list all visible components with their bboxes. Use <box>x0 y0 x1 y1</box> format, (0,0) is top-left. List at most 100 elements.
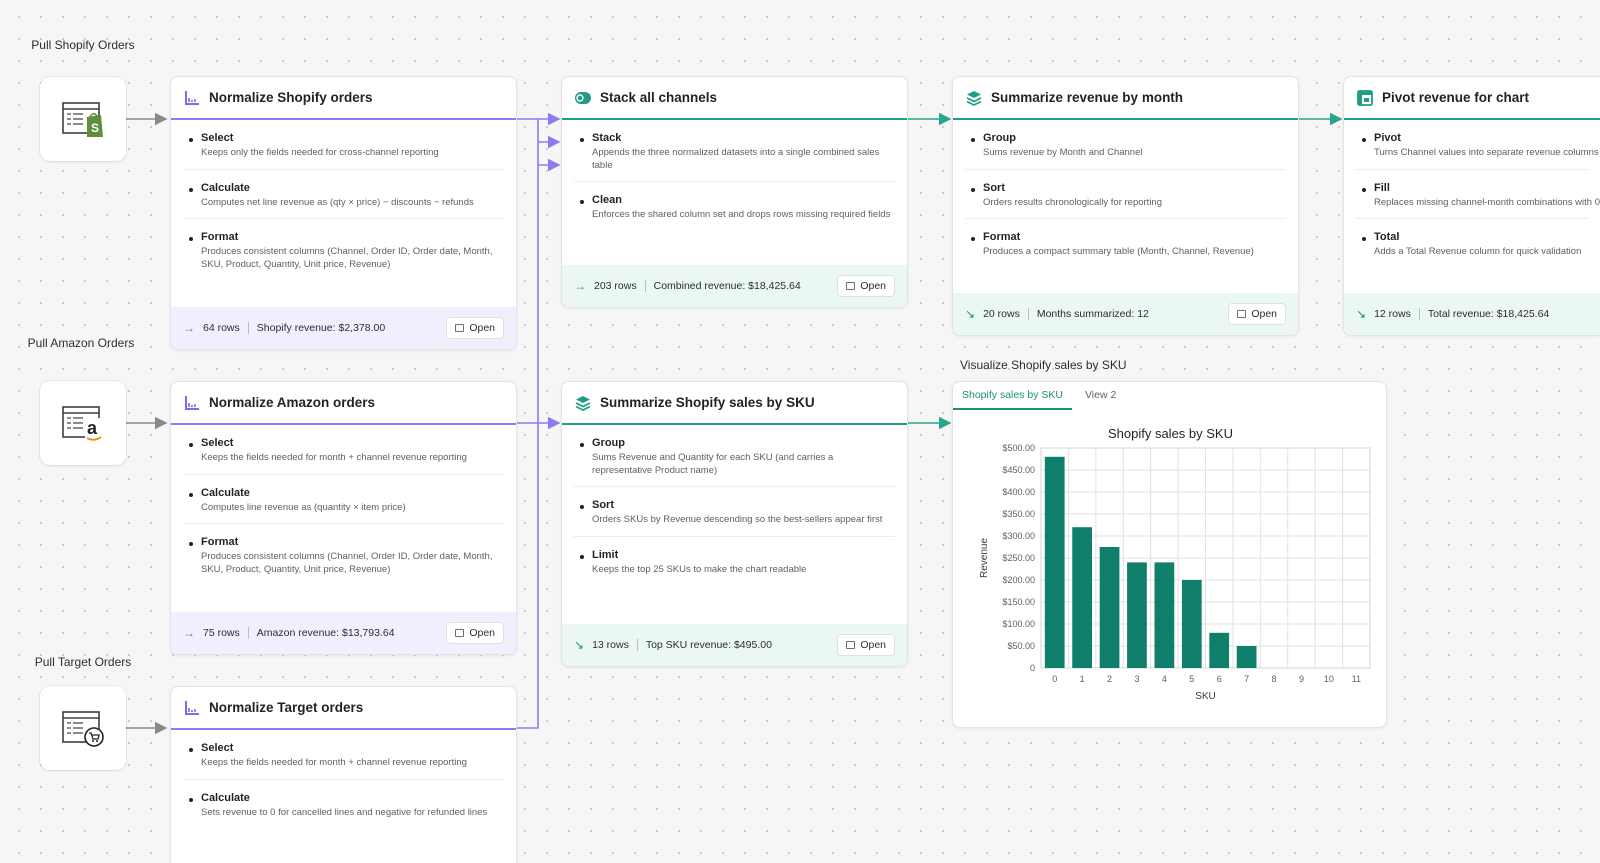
bar-sku-5 <box>1181 580 1202 668</box>
step-fill: Fill Replaces missing channel-month combi… <box>1356 170 1600 219</box>
window-icon <box>1237 310 1247 318</box>
x-tick-label: 11 <box>1352 674 1361 684</box>
open-button[interactable]: Open <box>1228 303 1286 325</box>
card-title: Summarize Shopify sales by SKU <box>600 395 815 410</box>
open-label: Open <box>469 627 495 639</box>
step-select: Select Keeps the fields needed for month … <box>183 730 504 780</box>
open-button[interactable]: Open <box>446 317 504 339</box>
x-tick-label: 5 <box>1189 674 1194 684</box>
card-header: Summarize revenue by month <box>953 77 1298 120</box>
card-footer: → 203 rows Combined revenue: $18,425.64 … <box>562 265 907 307</box>
bar-sku-3 <box>1127 562 1147 668</box>
stack-pill-icon <box>574 89 592 107</box>
step-sort: Sort Orders results chronologically for r… <box>965 170 1286 219</box>
source-label-amazon: Pull Amazon Orders <box>27 336 135 350</box>
row-count: 203 rows <box>594 280 637 292</box>
window-icon <box>455 324 465 332</box>
source-node-shopify[interactable]: S <box>40 77 126 161</box>
x-tick-label: 2 <box>1107 674 1112 684</box>
row-count: 13 rows <box>592 639 629 651</box>
card-normalize-target[interactable]: Normalize Target orders Select Keeps the … <box>170 686 517 863</box>
y-tick-label: $500.00 <box>1002 443 1035 453</box>
y-tick-label: $150.00 <box>1002 597 1035 607</box>
svg-text:S: S <box>91 121 99 135</box>
open-button[interactable]: Open <box>837 634 895 656</box>
footer-stat: Combined revenue: $18,425.64 <box>653 280 801 292</box>
tab-shopify-sales-by-sku[interactable]: Shopify sales by SKU <box>953 382 1072 410</box>
divider <box>247 627 249 639</box>
y-tick-label: 0 <box>1030 663 1035 673</box>
x-tick-label: 4 <box>1162 674 1167 684</box>
card-stack-all-channels[interactable]: Stack all channels Stack Appends the thre… <box>561 76 908 308</box>
source-node-target[interactable] <box>40 686 126 770</box>
layers-icon <box>574 394 592 412</box>
divider <box>644 280 646 292</box>
x-tick-label: 1 <box>1080 674 1085 684</box>
step-sort: Sort Orders SKUs by Revenue descending so… <box>574 487 895 537</box>
step-pivot: Pivot Turns Channel values into separate … <box>1356 120 1599 170</box>
x-tick-label: 0 <box>1052 674 1057 684</box>
open-button[interactable]: Open <box>837 275 895 297</box>
y-tick-label: $400.00 <box>1002 487 1035 497</box>
ruler-icon <box>183 394 201 412</box>
x-tick-label: 8 <box>1272 674 1277 684</box>
card-title: Summarize revenue by month <box>991 90 1184 105</box>
step-total: Total Adds a Total Revenue column for qui… <box>1356 219 1588 268</box>
step-group: Group Sums revenue by Month and Channel <box>965 120 1286 170</box>
card-normalize-shopify[interactable]: Normalize Shopify orders Select Keeps onl… <box>170 76 517 350</box>
card-summarize-by-sku[interactable]: Summarize Shopify sales by SKU Group Sums… <box>561 381 908 667</box>
viz-tabs: Shopify sales by SKU View 2 <box>953 382 1386 410</box>
svg-text:a: a <box>87 418 98 438</box>
tab-view-2[interactable]: View 2 <box>1084 389 1117 401</box>
divider <box>636 639 638 651</box>
open-label: Open <box>860 639 886 651</box>
card-pivot-revenue[interactable]: Pivot revenue for chart Pivot Turns Chann… <box>1343 76 1600 336</box>
card-header: Normalize Shopify orders <box>171 77 516 120</box>
footer-stat: Shopify revenue: $2,378.00 <box>256 322 386 334</box>
arrow-down-right-icon: ↘ <box>965 307 976 321</box>
step-calculate: Calculate Sets revenue to 0 for cancelled… <box>183 780 504 829</box>
bar-sku-2 <box>1099 547 1120 668</box>
open-label: Open <box>860 280 886 292</box>
row-count: 20 rows <box>983 308 1020 320</box>
y-tick-label: $300.00 <box>1002 531 1035 541</box>
card-header: Normalize Amazon orders <box>171 382 516 425</box>
bar-chart: 0 $50.00 $100.00 $150.00 $200.00 $250.00 $300.… <box>979 443 1371 702</box>
step-select: Select Keeps the fields needed for month … <box>183 425 504 475</box>
y-tick-label: $450.00 <box>1002 465 1035 475</box>
card-summarize-by-month[interactable]: Summarize revenue by month Group Sums rev… <box>952 76 1299 336</box>
source-node-amazon[interactable]: a <box>40 381 126 465</box>
window-icon <box>846 282 856 290</box>
step-stack: Stack Appends the three normalized datase… <box>574 120 895 182</box>
y-tick-label: $100.00 <box>1002 619 1035 629</box>
viz-title: Visualize Shopify sales by SKU <box>960 358 1127 372</box>
step-format: Format Produces consistent columns (Chann… <box>183 219 504 280</box>
arrow-right-icon: → <box>183 626 195 640</box>
bar-sku-1 <box>1072 527 1092 668</box>
footer-stat: Total revenue: $18,425.64 <box>1427 308 1550 320</box>
x-tick-label: 7 <box>1244 674 1249 684</box>
bar-sku-4 <box>1154 562 1175 668</box>
card-normalize-amazon[interactable]: Normalize Amazon orders Select Keeps the … <box>170 381 517 655</box>
x-tick-label: 10 <box>1324 674 1334 684</box>
x-axis-label: SKU <box>1195 691 1216 702</box>
divider <box>1418 308 1420 320</box>
card-title: Stack all channels <box>600 90 718 105</box>
amazon-spreadsheet-icon: a <box>62 406 103 441</box>
open-button[interactable]: Open <box>446 622 504 644</box>
window-icon <box>846 641 856 649</box>
bar-sku-0 <box>1044 456 1065 668</box>
plot-frame <box>1040 447 1371 669</box>
row-count: 75 rows <box>203 627 240 639</box>
x-tick-label: 6 <box>1217 674 1222 684</box>
arrow-right-icon: → <box>183 321 195 335</box>
divider <box>1027 308 1029 320</box>
arrow-down-right-icon: ↘ <box>1356 307 1367 321</box>
pivot-table-icon <box>1356 89 1374 107</box>
card-title: Normalize Target orders <box>209 700 364 715</box>
window-icon <box>455 629 465 637</box>
chart-title: Shopify sales by SKU <box>1107 426 1233 441</box>
card-header: Pivot revenue for chart <box>1344 77 1600 120</box>
divider <box>247 322 249 334</box>
footer-stat: Amazon revenue: $13,793.64 <box>256 627 395 639</box>
